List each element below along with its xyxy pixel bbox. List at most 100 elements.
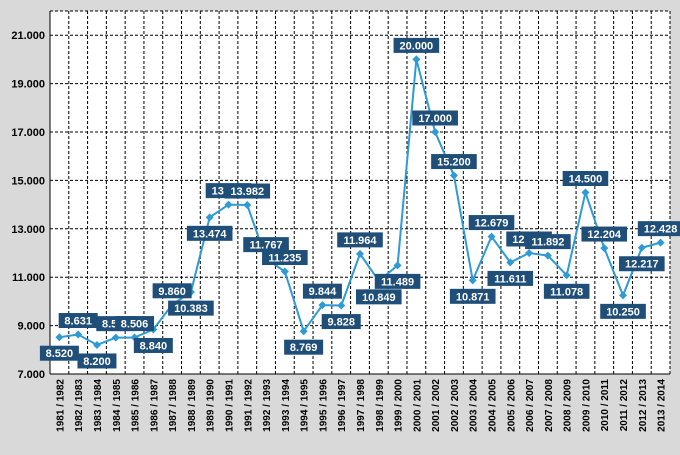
data-label: 11.235	[268, 253, 301, 265]
data-point-marker	[412, 55, 421, 64]
data-point-marker	[337, 301, 346, 310]
x-tick-label: 2005 / 2006	[506, 379, 517, 432]
y-tick-label: 13.000	[11, 224, 45, 236]
x-tick-label: 1988 / 1989	[187, 379, 198, 432]
data-point-marker	[487, 232, 496, 241]
data-label-box	[321, 314, 361, 330]
data-label-box	[468, 215, 515, 231]
data-point-marker	[299, 327, 308, 336]
data-label: 12.204	[587, 229, 622, 241]
data-label-box	[487, 270, 534, 286]
data-label: 8.769	[290, 342, 318, 354]
data-label: 15.200	[437, 157, 471, 169]
x-tick-label: 2013 / 2014	[657, 379, 668, 432]
plot-area	[50, 11, 670, 374]
data-point-marker	[468, 276, 477, 285]
data-label: 8.200	[83, 356, 111, 368]
data-label: 10.250	[606, 306, 640, 318]
data-label: 14.500	[569, 174, 603, 186]
data-label: 8.840	[140, 340, 168, 352]
y-tick-label: 21.000	[11, 30, 45, 42]
x-tick-label: 2012 / 2013	[638, 379, 649, 432]
data-label: 8.506	[121, 319, 149, 331]
data-point-marker	[525, 249, 534, 257]
data-label: 9.860	[158, 286, 186, 298]
data-labels: 8.5208.6318.2008.5028.5068.8409.86010.38…	[39, 37, 680, 369]
data-label-box	[562, 171, 609, 186]
data-point-marker	[656, 238, 665, 247]
data-label-box	[431, 154, 477, 170]
data-point-marker	[74, 330, 83, 339]
data-label: 9.844	[309, 286, 337, 298]
data-label-box	[543, 283, 590, 299]
data-label: 11.964	[343, 235, 377, 247]
y-tick-label: 9.000	[17, 321, 45, 333]
data-label-box	[39, 345, 79, 361]
data-label: 11.767	[250, 240, 283, 252]
data-point-marker	[562, 271, 571, 280]
data-point-marker	[600, 244, 609, 253]
x-tick-label: 1985 / 1986	[131, 379, 142, 432]
x-tick-label: 1987 / 1988	[168, 379, 179, 432]
data-point-marker	[243, 201, 252, 210]
data-label-box	[619, 256, 665, 272]
y-tick-label: 19.000	[11, 79, 45, 91]
x-tick-label: 1998 / 1999	[375, 379, 386, 432]
data-label: 11.892	[531, 237, 564, 249]
data-point-marker	[111, 333, 120, 342]
x-tick-label: 1993 / 1994	[281, 379, 292, 432]
x-tick-label: 2002 / 2003	[450, 379, 461, 432]
data-label: 12.679	[475, 218, 509, 230]
x-tick-label: 1991 / 1992	[243, 379, 254, 432]
grid-lines	[49, 10, 671, 375]
data-point-marker	[318, 301, 327, 310]
x-tick-label: 1996 / 1997	[337, 379, 348, 432]
data-point-marker	[224, 200, 233, 209]
x-tick-label: 2003 / 2004	[469, 379, 480, 432]
data-point-marker	[55, 333, 64, 342]
data-label: 11.489	[381, 276, 414, 288]
x-tick-label: 2007 / 2008	[544, 379, 555, 432]
x-tick-label: 1981 / 1982	[55, 379, 66, 432]
x-tick-label: 2004 / 2005	[488, 379, 499, 432]
data-label-box	[600, 303, 646, 319]
data-label-box	[637, 221, 680, 237]
data-point-marker	[506, 258, 515, 267]
x-tick-label: 1989 / 1990	[206, 379, 217, 432]
x-tick-label: 1997 / 1998	[356, 379, 367, 432]
data-point-marker	[449, 171, 458, 180]
data-label-box	[393, 37, 440, 53]
x-tick-label: 2001 / 2002	[431, 379, 442, 432]
data-label: 20.000	[400, 40, 434, 52]
data-label: 12.217	[625, 259, 659, 271]
data-label: 9.828	[327, 317, 355, 329]
y-tick-label: 11.000	[12, 272, 45, 284]
data-point-marker	[356, 249, 364, 258]
data-label-box	[168, 300, 214, 316]
data-point-marker	[581, 188, 590, 197]
x-tick-label: 1995 / 1996	[318, 379, 329, 432]
data-point-marker	[637, 243, 646, 252]
data-label-box	[337, 232, 383, 248]
data-point-marker	[393, 261, 402, 270]
x-tick-label: 1992 / 1993	[262, 379, 273, 432]
data-label-box	[449, 288, 496, 304]
data-label-box	[115, 316, 155, 332]
data-label-box	[186, 225, 233, 241]
x-tick-label: 1990 / 1991	[224, 379, 235, 432]
data-label-box	[284, 339, 324, 355]
data-label-box	[224, 183, 271, 199]
data-label-box	[374, 273, 421, 289]
data-label: 13.474	[193, 228, 228, 240]
x-tick-label: 2008 / 2009	[563, 379, 574, 432]
data-label: 11.078	[550, 286, 583, 298]
data-label-box	[302, 283, 342, 299]
x-tick-label: 2009 / 2010	[581, 379, 592, 432]
y-tick-label: 7.000	[17, 369, 45, 381]
data-label: 8.631	[64, 316, 92, 328]
data-point-marker	[619, 291, 628, 300]
x-tick-label: 1999 / 2000	[394, 379, 405, 432]
x-tick-label: 2000 / 2001	[412, 379, 423, 432]
